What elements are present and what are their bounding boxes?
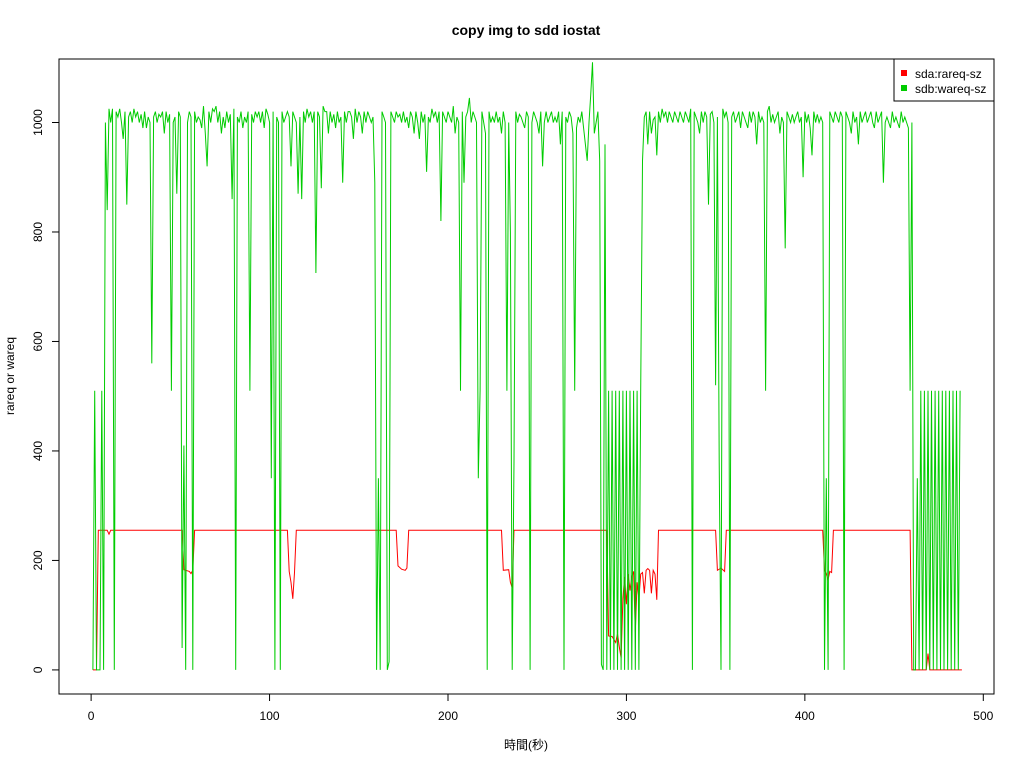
legend-swatch-sdb <box>901 85 907 91</box>
chart-title: copy img to sdd iostat <box>452 22 601 38</box>
y-axis-label: rareq or wareq <box>3 337 17 415</box>
x-tick-label: 0 <box>88 709 95 723</box>
legend-label-sdb: sdb:wareq-sz <box>915 82 986 96</box>
plot-area <box>58 58 995 695</box>
y-tick-label: 0 <box>31 666 45 673</box>
x-tick-label: 200 <box>438 709 458 723</box>
y-tick-label: 200 <box>31 550 45 570</box>
x-tick-label: 500 <box>973 709 993 723</box>
x-tick-label: 400 <box>795 709 815 723</box>
x-axis-label: 時間(秒) <box>504 738 548 752</box>
legend-label-sda: sda:rareq-sz <box>915 67 982 81</box>
y-tick-label: 400 <box>31 441 45 461</box>
series-line-sdb:wareq-sz <box>92 62 961 671</box>
legend-box <box>893 58 995 102</box>
x-axis: 0 100 200 300 400 500 <box>88 693 994 723</box>
x-tick-label: 100 <box>260 709 280 723</box>
y-tick-label: 600 <box>31 331 45 351</box>
x-tick-label: 300 <box>616 709 636 723</box>
y-axis: 0 200 400 600 800 1000 <box>31 109 60 673</box>
legend: sda:rareq-sz sdb:wareq-sz <box>893 58 995 102</box>
y-tick-label: 1000 <box>31 109 45 136</box>
legend-swatch-sda <box>901 70 907 76</box>
y-tick-label: 800 <box>31 222 45 242</box>
series-layer <box>92 62 962 671</box>
series-line-sda:rareq-sz <box>92 529 962 671</box>
